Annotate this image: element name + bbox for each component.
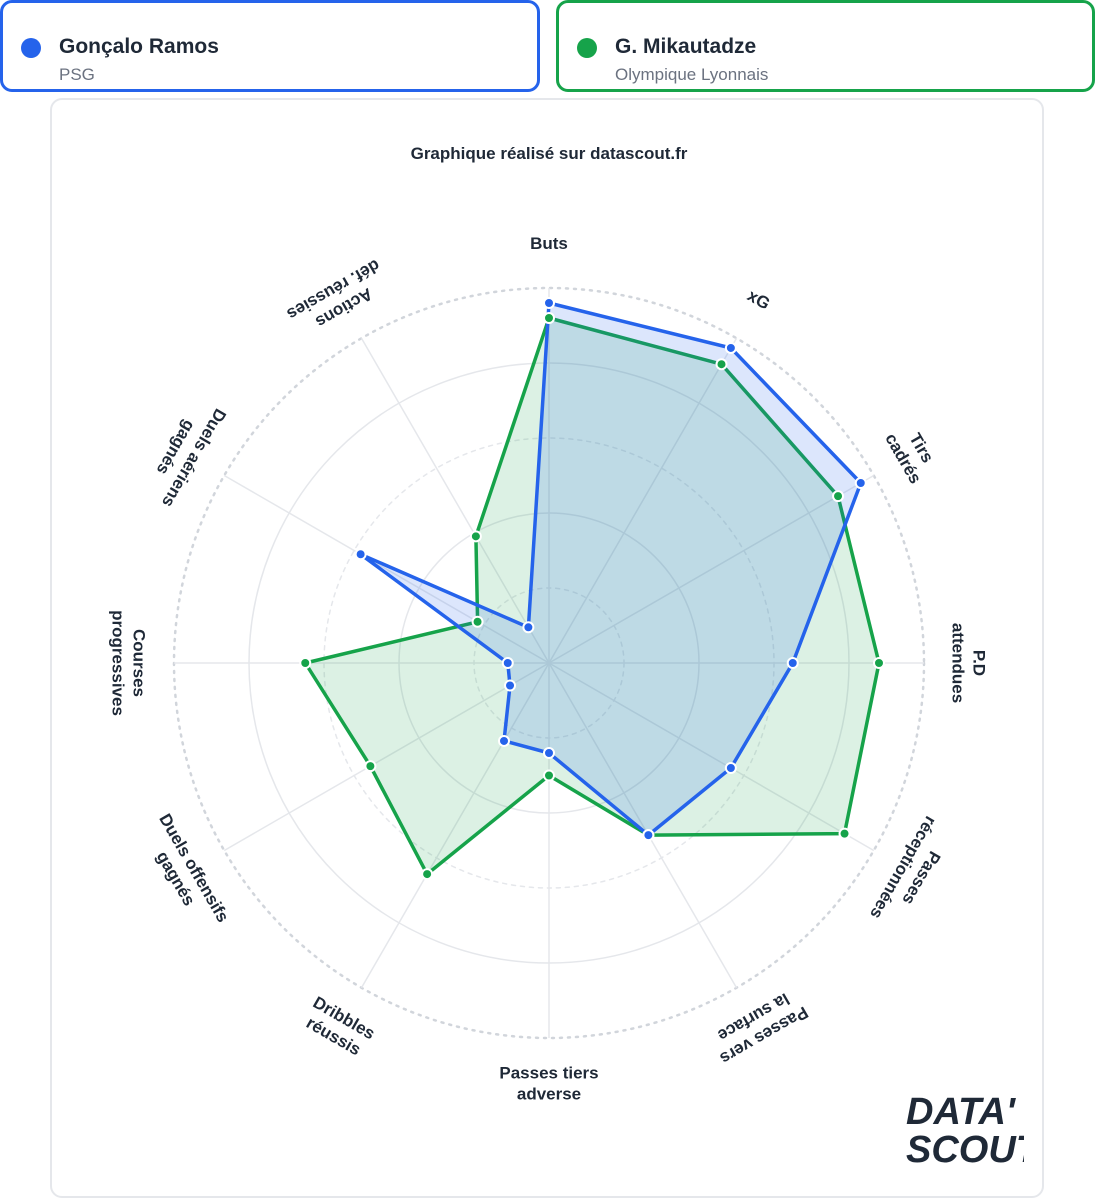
axis-label: xG [744, 286, 773, 314]
radar-chart-card: Graphique réalisé sur datascout.fr Buts x… [50, 98, 1044, 1198]
axis-spoke [360, 662, 550, 989]
series-0-point[interactable] [354, 548, 367, 561]
player-team: PSG [59, 65, 95, 84]
series-1-point[interactable] [364, 760, 377, 773]
series-0-point[interactable] [786, 657, 799, 669]
axis-label: Duels offensifsgagnés [137, 810, 233, 936]
series-1-point[interactable] [715, 358, 728, 371]
series-1-point[interactable] [873, 657, 885, 669]
axis-label: Duels aériensgagnés [140, 395, 230, 511]
series-0-point[interactable] [501, 657, 514, 669]
datascout-logo: DATA' SCOUT [906, 1091, 1024, 1168]
axis-spoke [548, 474, 875, 664]
series-0-point[interactable] [642, 829, 655, 842]
svg-text:DATA': DATA' [906, 1091, 1017, 1133]
series-1-point[interactable] [838, 827, 851, 840]
series-1-point[interactable] [469, 530, 482, 543]
series-1-point[interactable] [471, 615, 484, 628]
axis-spoke [223, 474, 550, 664]
axis-spoke [360, 337, 550, 664]
axis-spoke [548, 662, 875, 852]
player-color-dot [577, 38, 597, 58]
series-1-point[interactable] [543, 312, 555, 324]
series-0-point[interactable] [504, 679, 517, 692]
axis-label: Tirscadrés [881, 420, 943, 487]
player-team: Olympique Lyonnais [615, 65, 769, 84]
axis-spoke [548, 337, 738, 664]
series-1-point[interactable] [543, 769, 555, 782]
series-1-point[interactable] [299, 657, 312, 669]
axis-label: Actionsdéf. réussies [284, 256, 394, 343]
axis-spoke [548, 662, 738, 989]
axis-label: P.Dattendues [949, 623, 989, 703]
series-0-point[interactable] [498, 734, 510, 747]
series-0-point[interactable] [522, 621, 535, 634]
axis-label: Passes tiers adverse [499, 1064, 598, 1104]
axis-label: Coursesprogressives [109, 610, 149, 716]
radar-chart: Graphique réalisé sur datascout.fr Buts x… [109, 144, 989, 1104]
player-color-dot [21, 38, 41, 58]
series-0-point[interactable] [543, 747, 555, 759]
player-card-ramos[interactable]: Gonçalo Ramos PSG [0, 0, 540, 92]
series-0-point[interactable] [854, 477, 867, 489]
series-0-point[interactable] [724, 762, 737, 774]
axis-label: Passesréceptionnées [866, 813, 958, 933]
player-name: G. Mikautadze [615, 35, 757, 58]
svg-text:SCOUT: SCOUT [906, 1129, 1024, 1168]
series-0-point[interactable] [724, 341, 737, 354]
axis-label: Dribblesréussis [299, 993, 378, 1062]
series-1-point[interactable] [421, 868, 434, 881]
player-name: Gonçalo Ramos [59, 35, 219, 58]
series-0-point[interactable] [543, 297, 555, 309]
chart-title: Graphique réalisé sur datascout.fr [411, 144, 688, 163]
series-1-point[interactable] [832, 490, 845, 503]
axis-spoke [223, 662, 550, 852]
axis-label: Buts [530, 234, 568, 253]
player-card-mikautadze[interactable]: G. Mikautadze Olympique Lyonnais [556, 0, 1095, 92]
